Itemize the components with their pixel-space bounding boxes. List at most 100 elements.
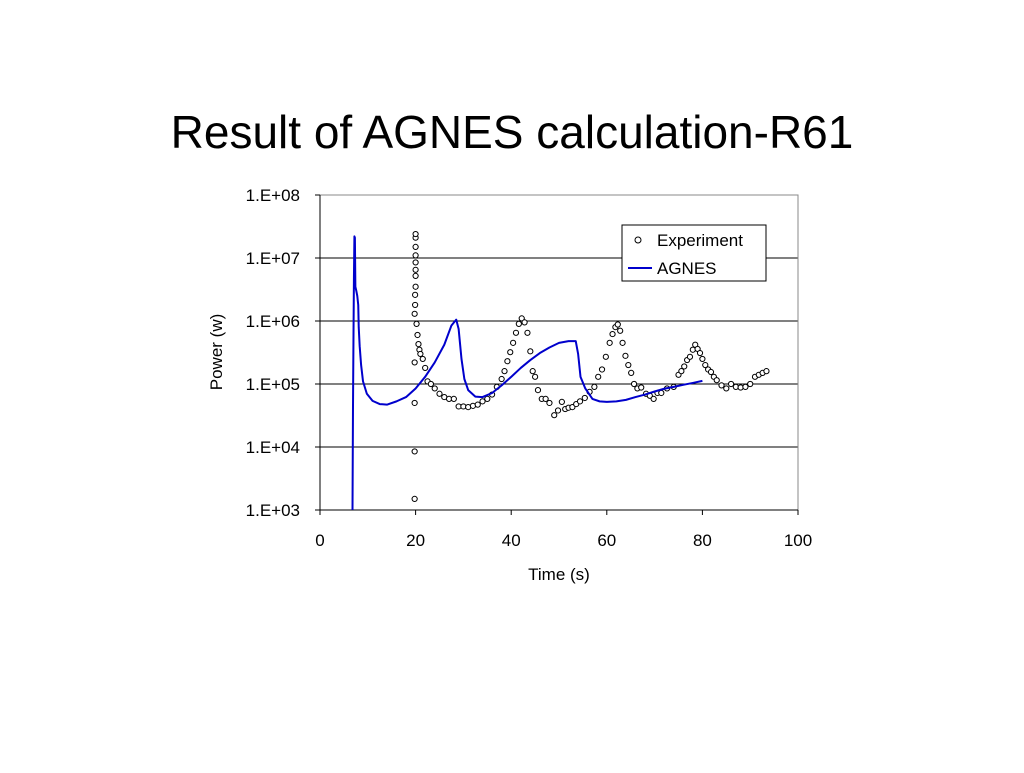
experiment-point [551,412,558,419]
experiment-point [630,380,638,388]
experiment-point [619,339,626,346]
legend: Experiment AGNES [621,224,767,282]
legend-experiment-label: Experiment [657,231,743,250]
experiment-point [542,395,549,402]
experiment-markers [411,230,770,503]
experiment-point [628,369,635,377]
experiment-point [436,390,443,397]
experiment-point [617,327,624,334]
experiment-point [422,364,429,372]
experiment-point [727,380,735,388]
experiment-point [417,350,424,358]
experiment-point [532,373,539,380]
experiment-point [581,394,588,402]
experiment-point [413,320,420,327]
experiment-point [510,339,517,346]
y-tick-label: 1.E+07 [246,249,300,268]
experiment-point [484,395,491,402]
experiment-point [474,401,481,408]
agnes-line [351,235,703,511]
y-axis-label: Power (w) [207,314,226,391]
experiment-point [658,389,665,397]
y-tick-label: 1.E+06 [246,312,300,331]
experiment-point [702,361,709,369]
experiment-point [625,361,632,369]
experiment-point [412,301,419,309]
experiment-point [638,384,645,391]
experiment-point [450,395,457,402]
experiment-point [412,243,419,251]
experiment-point [412,283,419,290]
legend-box [621,224,767,282]
experiment-point [411,310,418,317]
experiment-point [412,291,419,298]
y-tick-label: 1.E+03 [246,501,300,520]
experiment-point [723,385,730,392]
experiment-point [419,355,426,363]
series [351,230,770,511]
legend-experiment-marker [634,236,642,244]
experiment-point [431,385,438,392]
x-tick-label: 60 [597,531,616,550]
x-tick-label: 40 [502,531,521,550]
experiment-point [614,321,621,328]
experiment-point [747,380,754,388]
x-tick-label: 20 [406,531,425,550]
experiment-point [479,398,486,405]
experiment-point [696,349,704,357]
experiment-point [411,495,418,503]
experiment-point [650,395,657,402]
experiment-point [515,320,522,327]
experiment-point [602,353,609,360]
experiment-point [527,348,534,355]
y-tick-label: 1.E+05 [246,375,300,394]
experiment-point [507,349,514,356]
axes: 1.E+03 1.E+04 1.E+05 1.E+06 1.E+07 1.E+08 0 20 4… [246,186,813,550]
experiment-point [713,377,720,384]
experiment-point [576,398,584,405]
experiment-point [534,387,542,394]
experiment-point [546,399,553,407]
experiment-point [412,259,419,266]
experiment-point [554,407,562,414]
experiment-point [521,319,528,326]
experiment-point [412,252,419,259]
experiment-point [558,398,565,405]
slide-title: Result of AGNES calculation-R61 [170,106,854,158]
experiment-point [707,368,715,376]
experiment-point [412,230,419,238]
x-tick-label: 100 [784,531,812,550]
experiment-point [504,358,511,365]
experiment-point [412,266,419,273]
y-tick-label: 1.E+08 [246,186,300,205]
experiment-point [524,329,531,336]
experiment-point [686,353,694,360]
experiment-point [501,368,508,375]
experiment-point [518,315,525,322]
experiment-point [411,359,418,366]
x-axis-label: Time (s) [528,565,590,584]
x-tick-label: 80 [693,531,712,550]
experiment-point [591,383,598,390]
experiment-point [699,355,706,363]
legend-agnes-label: AGNES [657,259,717,278]
experiment-point [678,368,685,375]
experiment-point [529,368,536,375]
x-tick-label: 0 [315,531,324,550]
experiment-point [411,448,418,455]
experiment-point [411,399,418,407]
experiment-point [609,330,616,338]
experiment-point [598,366,606,373]
y-tick-label: 1.E+04 [246,438,300,457]
experiment-point [622,352,629,359]
experiment-point [595,373,602,380]
experiment-point [427,380,434,388]
experiment-point [606,339,613,346]
experiment-point [763,368,770,375]
experiment-point [718,382,725,389]
experiment-point [498,375,505,383]
experiment-point [742,383,749,390]
experiment-point [681,363,688,370]
experiment-point [414,331,421,339]
